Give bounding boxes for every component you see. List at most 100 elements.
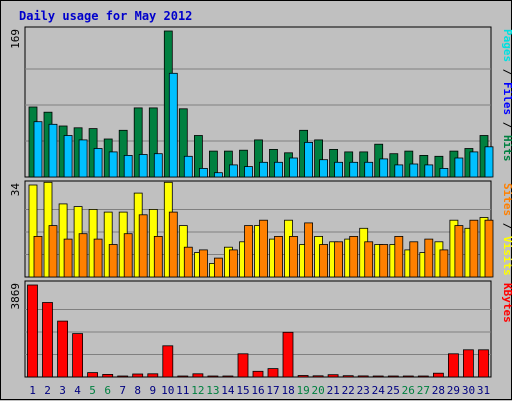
x-tick-3: 3 [59, 384, 66, 397]
bar-hits-14 [223, 150, 233, 178]
bar-kbytes-18 [282, 331, 294, 378]
bar-kbytes-16 [252, 370, 264, 378]
bar-sites-12 [198, 249, 208, 278]
bar-sites-2 [48, 225, 58, 278]
bar-kbytes-8 [132, 373, 144, 378]
bar-files-31 [484, 146, 494, 178]
ymax-label-hits-files-pages: 169 [9, 29, 22, 49]
bar-sites-3 [63, 238, 73, 278]
bar-sites-21 [334, 241, 344, 278]
bar-kbytes-10 [162, 345, 174, 378]
bar-sites-15 [244, 225, 253, 278]
bar-sites-5 [93, 238, 103, 278]
x-tick-21: 21 [327, 384, 340, 397]
bar-files-1 [33, 121, 43, 178]
x-tick-11: 11 [176, 384, 189, 397]
x-tick-1: 1 [29, 384, 36, 397]
side-label-part: Sites [501, 183, 512, 216]
bar-kbytes-4 [72, 333, 83, 378]
x-tick-5: 5 [89, 384, 96, 397]
side-label-kbytes: KBytes [501, 283, 512, 323]
bar-sites-13 [213, 257, 223, 278]
bar-files-22 [349, 161, 359, 178]
bar-kbytes-20 [312, 375, 324, 378]
side-label-part: KBytes [501, 283, 512, 323]
bar-kbytes-19 [297, 375, 309, 378]
x-tick-25: 25 [387, 384, 400, 397]
bar-files-3 [63, 135, 73, 178]
x-tick-14: 14 [221, 384, 235, 397]
bar-kbytes-14 [222, 375, 234, 378]
bar-files-5 [93, 148, 103, 178]
bar-files-24 [379, 158, 389, 178]
bar-sites-30 [469, 219, 479, 278]
bar-hits-8 [133, 107, 143, 178]
bar-files-11 [183, 155, 193, 178]
x-tick-26: 26 [402, 384, 415, 397]
bar-kbytes-2 [42, 302, 53, 378]
bar-sites-23 [364, 241, 374, 278]
bar-files-15 [244, 166, 253, 178]
bar-kbytes-12 [192, 373, 204, 378]
bar-hits-15 [239, 149, 248, 178]
bar-sites-20 [319, 244, 329, 278]
side-label-part: / [501, 62, 512, 82]
x-tick-27: 27 [417, 384, 430, 397]
bar-kbytes-15 [237, 353, 249, 378]
side-label-part: Visits [501, 236, 512, 276]
bar-kbytes-27 [417, 375, 429, 378]
bar-files-2 [48, 123, 58, 178]
bar-files-10 [168, 72, 178, 178]
bar-files-30 [469, 151, 479, 178]
bar-sites-17 [274, 235, 283, 278]
bar-sites-27 [424, 238, 434, 278]
bar-files-28 [439, 167, 449, 178]
bar-sites-24 [379, 244, 389, 278]
x-tick-24: 24 [372, 384, 386, 397]
x-tick-4: 4 [74, 384, 81, 397]
bar-sites-4 [78, 233, 88, 278]
bar-kbytes-21 [327, 374, 339, 378]
bar-files-20 [319, 159, 329, 178]
x-tick-8: 8 [134, 384, 141, 397]
bar-hits-28 [434, 155, 444, 178]
x-tick-18: 18 [281, 384, 294, 397]
side-label-part: / [501, 115, 512, 135]
ymax-label-kbytes: 3869 [9, 283, 22, 310]
bar-files-27 [424, 164, 434, 178]
x-tick-31: 31 [477, 384, 490, 397]
x-tick-6: 6 [104, 384, 111, 397]
ymax-label-visits-sites: 34 [9, 183, 22, 197]
bar-kbytes-26 [402, 375, 414, 378]
bar-files-17 [274, 161, 283, 178]
bar-files-26 [409, 163, 419, 178]
x-tick-2: 2 [44, 384, 51, 397]
side-label-part: / [501, 216, 512, 236]
bar-hits-9 [148, 107, 158, 178]
bar-sites-11 [183, 246, 193, 278]
bar-files-18 [289, 157, 298, 178]
bar-sites-31 [484, 219, 494, 278]
bar-kbytes-29 [447, 353, 459, 378]
x-tick-16: 16 [251, 384, 264, 397]
x-tick-29: 29 [447, 384, 460, 397]
x-tick-17: 17 [266, 384, 279, 397]
side-label-visits-sites: Sites / Visits [501, 183, 512, 276]
bar-hits-13 [208, 150, 218, 178]
bar-files-16 [259, 161, 268, 178]
panel-hits-files-pages: 169 Pages / Files / Hits [9, 26, 512, 178]
bar-sites-6 [108, 244, 118, 278]
x-tick-19: 19 [296, 384, 309, 397]
bar-sites-8 [138, 214, 148, 278]
bar-sites-7 [123, 233, 133, 278]
bar-kbytes-9 [147, 373, 159, 378]
bar-files-13 [213, 172, 223, 178]
bar-kbytes-7 [117, 375, 129, 378]
x-tick-23: 23 [357, 384, 370, 397]
bar-files-25 [394, 164, 404, 178]
bar-sites-22 [349, 235, 359, 278]
bar-kbytes-31 [478, 349, 489, 378]
panel-kbytes: 3869 KBytes [9, 280, 512, 378]
